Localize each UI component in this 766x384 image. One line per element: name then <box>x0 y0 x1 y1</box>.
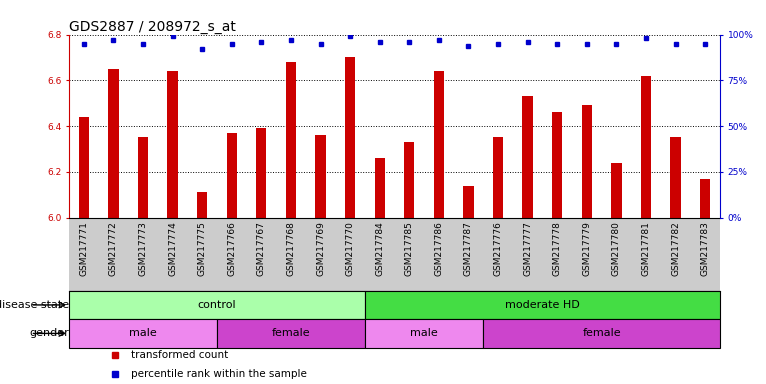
Text: GSM217775: GSM217775 <box>198 221 207 276</box>
Text: GSM217779: GSM217779 <box>582 221 591 276</box>
Bar <box>483 319 720 348</box>
Text: gender: gender <box>29 328 69 338</box>
Text: control: control <box>198 300 236 310</box>
Text: GSM217767: GSM217767 <box>257 221 266 276</box>
Bar <box>493 137 503 217</box>
Text: GSM217778: GSM217778 <box>553 221 561 276</box>
Text: GSM217785: GSM217785 <box>404 221 414 276</box>
Text: GSM217770: GSM217770 <box>345 221 355 276</box>
Text: GSM217773: GSM217773 <box>139 221 147 276</box>
Text: GSM217787: GSM217787 <box>464 221 473 276</box>
Bar <box>316 135 326 217</box>
Text: GSM217782: GSM217782 <box>671 221 680 276</box>
Bar <box>641 76 651 217</box>
Bar <box>552 113 562 217</box>
Text: percentile rank within the sample: percentile rank within the sample <box>131 369 306 379</box>
Bar <box>286 62 296 217</box>
Text: disease state: disease state <box>0 300 69 310</box>
Bar <box>700 179 710 217</box>
Text: GSM217766: GSM217766 <box>228 221 236 276</box>
Text: transformed count: transformed count <box>131 350 228 360</box>
Bar <box>227 133 237 217</box>
Bar <box>365 319 483 348</box>
Bar <box>197 192 208 217</box>
Bar <box>611 163 622 217</box>
Text: GSM217774: GSM217774 <box>168 221 177 276</box>
Bar <box>69 319 217 348</box>
Bar <box>434 71 444 217</box>
Bar <box>463 185 473 217</box>
Bar <box>404 142 414 217</box>
Bar <box>375 158 385 217</box>
Text: female: female <box>582 328 621 338</box>
Text: GSM217780: GSM217780 <box>612 221 621 276</box>
Bar <box>670 137 681 217</box>
Text: male: male <box>129 328 157 338</box>
Bar <box>138 137 148 217</box>
Text: male: male <box>411 328 438 338</box>
Bar <box>345 58 355 217</box>
Text: GSM217777: GSM217777 <box>523 221 532 276</box>
Bar <box>217 319 365 348</box>
Text: GSM217783: GSM217783 <box>701 221 710 276</box>
Bar <box>256 128 267 217</box>
Text: GSM217786: GSM217786 <box>434 221 444 276</box>
Bar <box>69 291 365 319</box>
Bar <box>79 117 89 217</box>
Text: moderate HD: moderate HD <box>505 300 580 310</box>
Bar <box>522 96 533 217</box>
Bar <box>365 291 720 319</box>
Text: GSM217772: GSM217772 <box>109 221 118 276</box>
Text: GSM217768: GSM217768 <box>286 221 296 276</box>
Bar <box>108 69 119 217</box>
Bar <box>581 106 592 217</box>
Bar <box>167 71 178 217</box>
Text: GSM217769: GSM217769 <box>316 221 325 276</box>
Text: GDS2887 / 208972_s_at: GDS2887 / 208972_s_at <box>69 20 236 33</box>
Text: GSM217781: GSM217781 <box>642 221 650 276</box>
Text: GSM217784: GSM217784 <box>375 221 385 276</box>
Text: female: female <box>272 328 310 338</box>
Text: GSM217776: GSM217776 <box>493 221 502 276</box>
Text: GSM217771: GSM217771 <box>79 221 88 276</box>
